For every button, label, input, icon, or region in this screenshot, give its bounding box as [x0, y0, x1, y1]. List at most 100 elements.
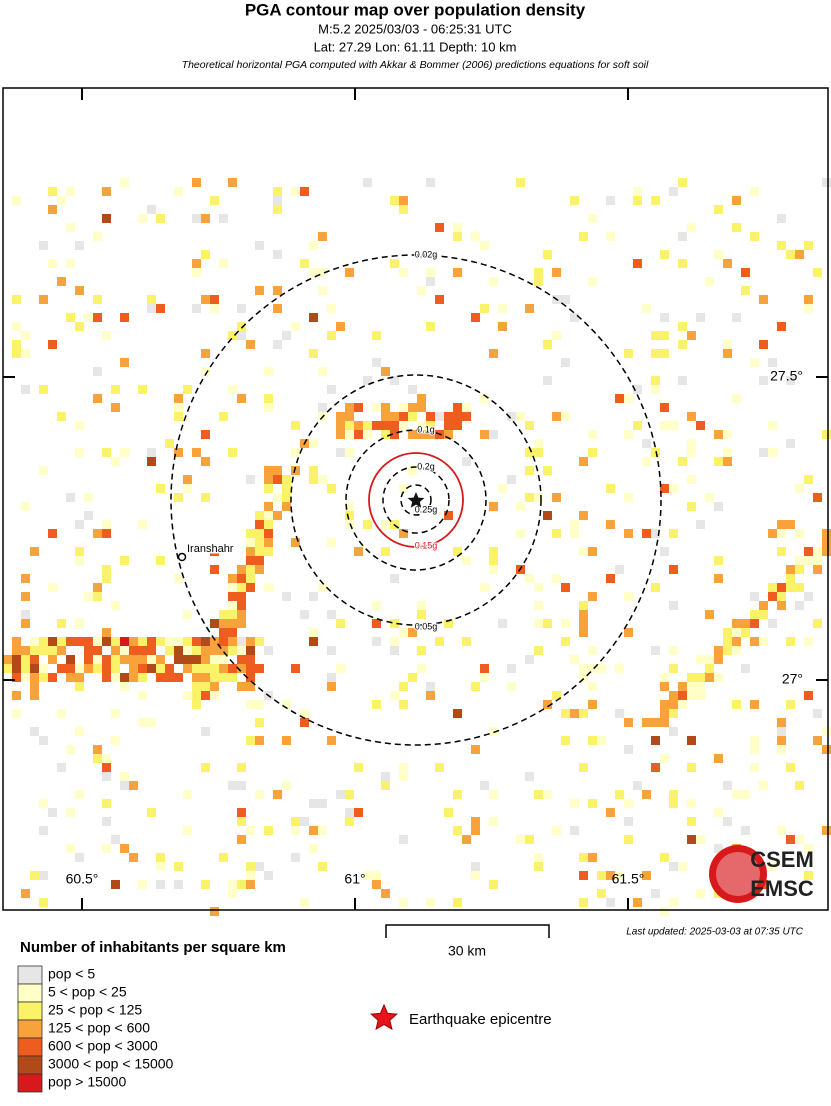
pga-contour — [400, 484, 432, 516]
population-cell — [489, 430, 498, 439]
population-cell — [147, 304, 156, 313]
population-cell — [48, 583, 57, 592]
population-cell — [318, 403, 327, 412]
population-cell — [183, 637, 192, 646]
population-cell — [516, 502, 525, 511]
population-cell — [12, 637, 21, 646]
legend-swatch — [17, 983, 43, 1003]
population-cell — [705, 673, 714, 682]
population-cell — [246, 862, 255, 871]
population-cell — [111, 709, 120, 718]
population-cell — [516, 835, 525, 844]
population-cell — [237, 655, 246, 664]
population-cell — [426, 277, 435, 286]
note: Theoretical horizontal PGA computed with… — [182, 59, 649, 71]
population-cell — [93, 754, 102, 763]
population-cell — [435, 295, 444, 304]
population-cell — [156, 664, 165, 673]
population-cell — [723, 646, 732, 655]
population-cell — [12, 349, 21, 358]
population-cell — [579, 763, 588, 772]
population-cell — [381, 412, 390, 421]
population-cell — [372, 619, 381, 628]
population-cell — [102, 799, 111, 808]
population-cell — [561, 412, 570, 421]
population-cell — [759, 637, 768, 646]
population-cell — [822, 538, 831, 547]
population-cell — [651, 646, 660, 655]
population-cell — [678, 700, 687, 709]
population-cell — [93, 232, 102, 241]
population-cell — [471, 682, 480, 691]
population-cell — [399, 196, 408, 205]
population-cell — [327, 385, 336, 394]
population-cell — [237, 808, 246, 817]
population-cell — [174, 646, 183, 655]
population-cell — [291, 664, 300, 673]
population-cell — [246, 673, 255, 682]
population-cell — [660, 547, 669, 556]
population-cell — [282, 592, 291, 601]
population-cell — [696, 682, 705, 691]
population-cell — [534, 277, 543, 286]
population-cell — [309, 268, 318, 277]
population-cell — [822, 826, 831, 835]
population-cell — [570, 313, 579, 322]
population-cell — [93, 592, 102, 601]
population-cell — [327, 682, 336, 691]
population-cell — [399, 763, 408, 772]
population-cell — [696, 520, 705, 529]
population-cell — [453, 223, 462, 232]
population-cell — [399, 403, 408, 412]
population-cell — [336, 619, 345, 628]
population-cell — [192, 268, 201, 277]
population-cell — [426, 178, 435, 187]
population-cell — [129, 646, 138, 655]
population-cell — [147, 718, 156, 727]
population-cell — [714, 655, 723, 664]
population-cell — [786, 376, 795, 385]
population-cell — [813, 493, 822, 502]
population-cell — [282, 493, 291, 502]
population-cell — [255, 529, 264, 538]
population-cell — [606, 196, 615, 205]
population-cell — [381, 403, 390, 412]
population-cell — [642, 304, 651, 313]
population-cell — [174, 187, 183, 196]
population-cell — [489, 817, 498, 826]
population-cell — [39, 664, 48, 673]
population-cell — [624, 799, 633, 808]
population-cell — [372, 421, 381, 430]
population-cell — [66, 745, 75, 754]
population-cell — [111, 646, 120, 655]
population-cell — [381, 430, 390, 439]
population-cell — [741, 826, 750, 835]
population-cell — [723, 781, 732, 790]
population-cell — [687, 331, 696, 340]
population-cell — [444, 619, 453, 628]
population-cell — [480, 304, 489, 313]
population-cell — [147, 808, 156, 817]
population-cell — [147, 295, 156, 304]
population-cell — [102, 763, 111, 772]
population-cell — [192, 691, 201, 700]
population-cell — [228, 637, 237, 646]
population-cell — [282, 502, 291, 511]
population-cell — [228, 781, 237, 790]
population-cell — [39, 295, 48, 304]
population-cell — [174, 880, 183, 889]
population-cell — [813, 556, 822, 565]
population-cell — [660, 403, 669, 412]
population-cell — [588, 664, 597, 673]
population-cell — [372, 871, 381, 880]
population-cell — [201, 367, 210, 376]
population-cell — [381, 889, 390, 898]
population-cell — [552, 412, 561, 421]
population-cell — [255, 286, 264, 295]
population-cell — [579, 511, 588, 520]
population-cell — [291, 817, 300, 826]
population-cell — [408, 466, 417, 475]
population-cell — [75, 556, 84, 565]
population-cell — [669, 709, 678, 718]
population-cell — [453, 898, 462, 907]
